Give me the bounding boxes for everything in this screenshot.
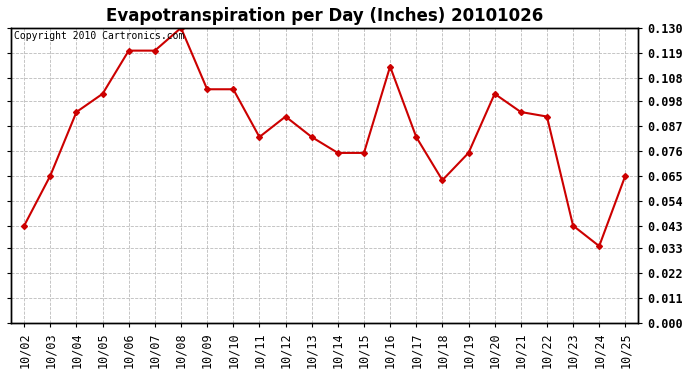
Text: Copyright 2010 Cartronics.com: Copyright 2010 Cartronics.com	[14, 31, 185, 41]
Title: Evapotranspiration per Day (Inches) 20101026: Evapotranspiration per Day (Inches) 2010…	[106, 7, 544, 25]
